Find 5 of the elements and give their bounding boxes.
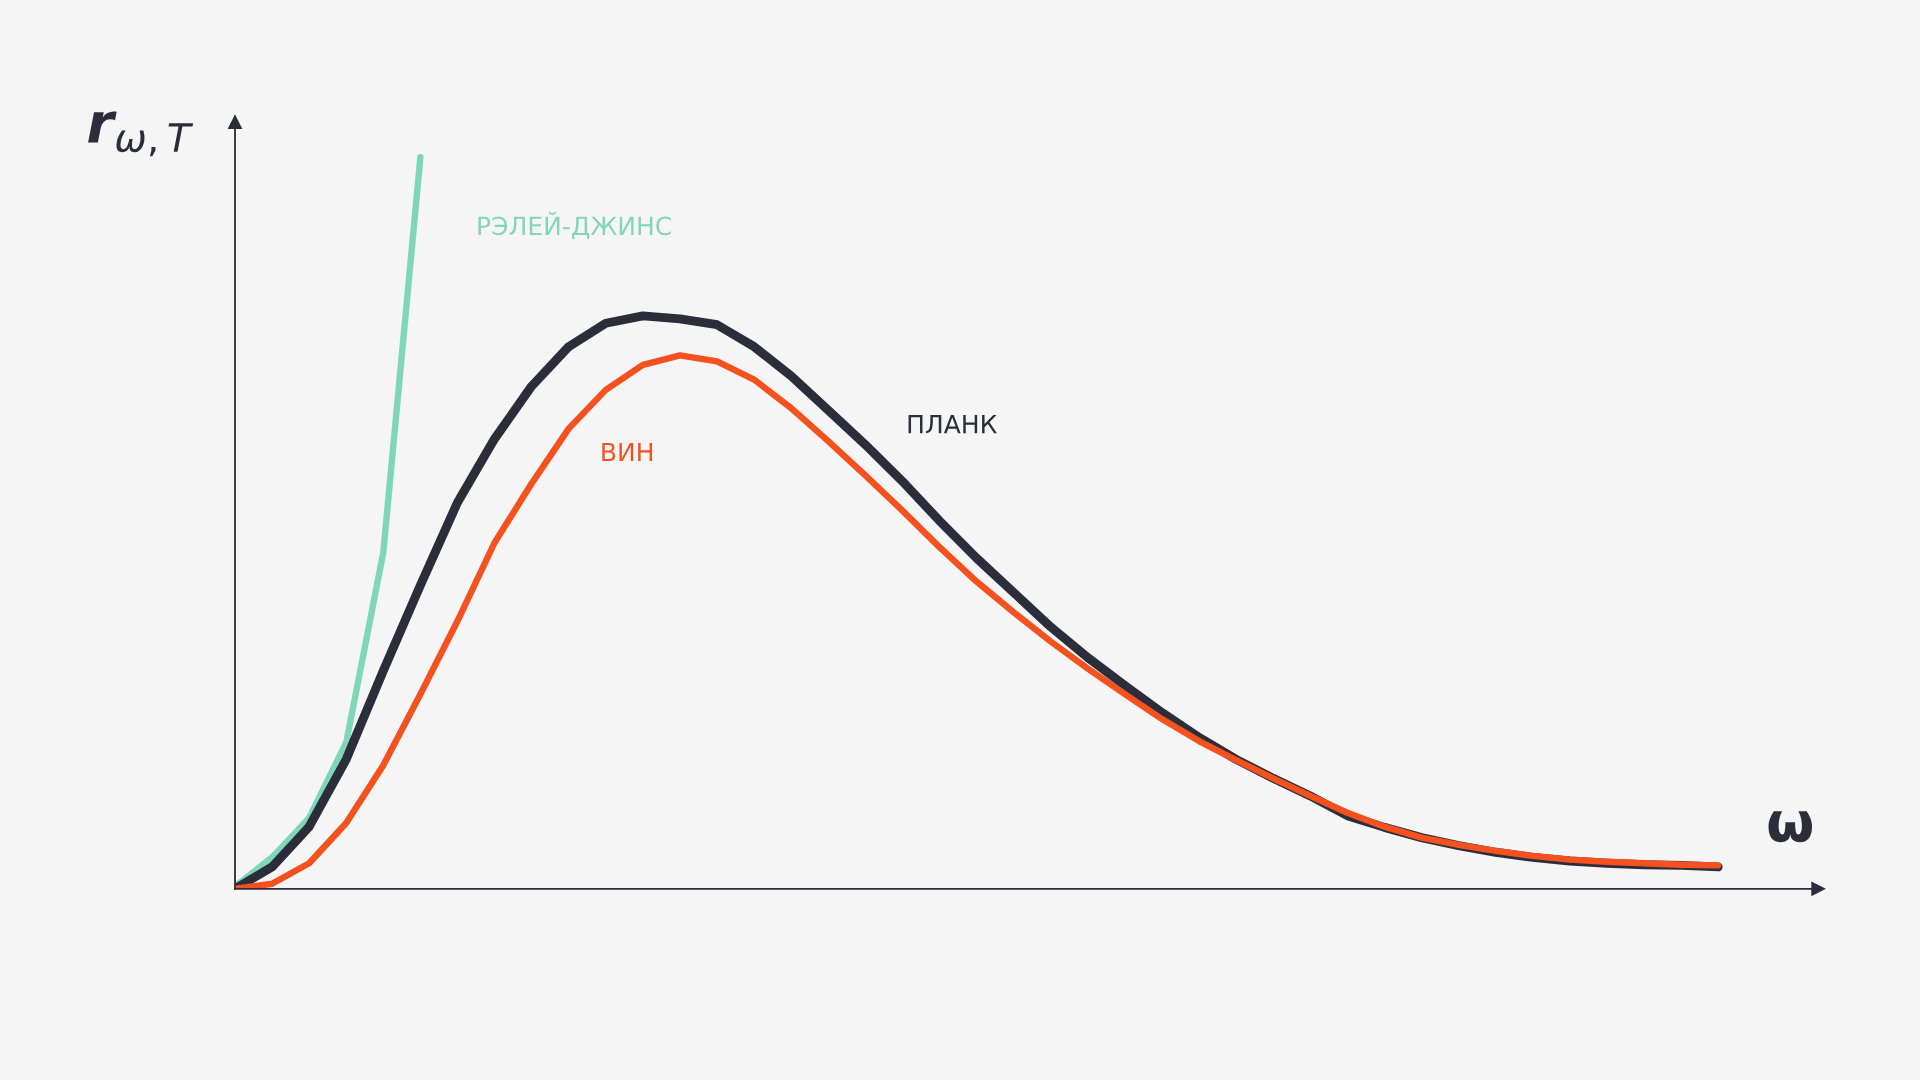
series-label: ВИН	[602, 442, 653, 462]
series-label: ПЛАНК	[908, 415, 997, 434]
x-axis-title: ω	[1768, 811, 1813, 843]
text: РЭЛЕЙ-ДЖИНС	[478, 211, 671, 239]
y-axis-title: r$_{ω,T}$	[88, 111, 194, 157]
